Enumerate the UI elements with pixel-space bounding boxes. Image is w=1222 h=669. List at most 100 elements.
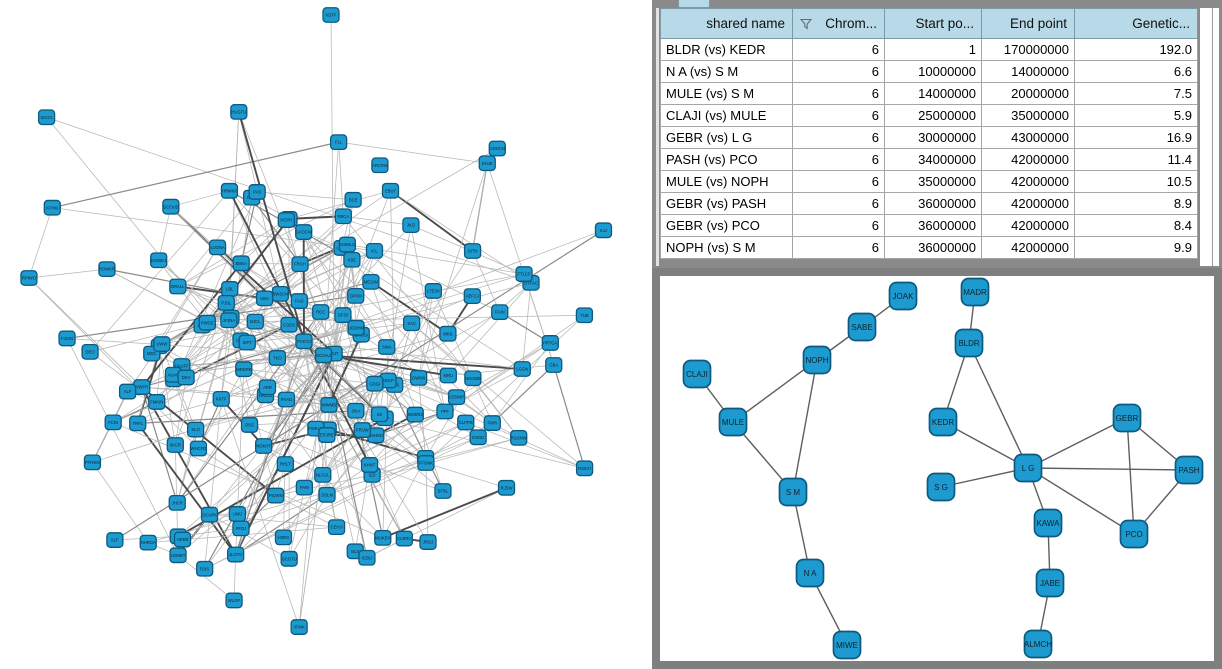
network-node[interactable]: KFHKI: [43, 199, 61, 216]
table-cell[interactable]: BLDR (vs) KEDR: [660, 38, 793, 61]
subnetwork-node-kawa[interactable]: KAWA: [1033, 508, 1063, 538]
network-node[interactable]: UJONA: [208, 239, 227, 256]
network-node[interactable]: PRTGA: [541, 335, 559, 351]
network-node[interactable]: PAS: [248, 184, 266, 200]
table-cell[interactable]: 6: [792, 192, 885, 215]
network-node[interactable]: TKO: [268, 350, 287, 366]
table-row[interactable]: NOPH (vs) S M 6 36000000 42000000 9.9: [660, 236, 1198, 259]
network-node[interactable]: MRU: [439, 367, 457, 384]
network-node[interactable]: GITN: [463, 243, 482, 259]
table-cell[interactable]: PASH (vs) PCO: [660, 148, 793, 171]
network-node[interactable]: ROWKR: [98, 261, 116, 278]
network-node[interactable]: GDGI: [366, 375, 384, 392]
network-node[interactable]: DCOAJ: [314, 347, 333, 364]
table-row[interactable]: MULE (vs) NOPH 6 35000000 42000000 10.5: [660, 170, 1198, 193]
network-node[interactable]: RJSW: [497, 479, 516, 496]
table-cell[interactable]: 7.5: [1074, 82, 1198, 105]
network-node[interactable]: ARCRW: [371, 157, 389, 174]
network-node[interactable]: PAW: [295, 479, 314, 496]
table-cell[interactable]: NOPH (vs) S M: [660, 236, 793, 259]
network-node[interactable]: BRALL: [169, 278, 187, 295]
table-cell[interactable]: 6: [792, 236, 885, 259]
network-node[interactable]: RBCA: [334, 208, 352, 225]
table-cell[interactable]: N A (vs) S M: [660, 60, 793, 83]
table-cell[interactable]: CLAJI (vs) MULE: [660, 104, 793, 127]
funnel-icon[interactable]: [800, 18, 812, 30]
table-cell[interactable]: 35000000: [884, 170, 982, 193]
network-node[interactable]: ARR: [258, 379, 277, 396]
network-node[interactable]: UWJ: [228, 506, 247, 522]
network-node[interactable]: SWA: [378, 339, 396, 355]
network-node[interactable]: CLPPB: [457, 414, 475, 431]
network-node[interactable]: KKTF: [212, 390, 230, 407]
network-node[interactable]: OCUPK: [200, 506, 219, 523]
column-header-chrom---[interactable]: Chrom...: [792, 8, 885, 39]
network-node[interactable]: ICBU: [358, 549, 376, 566]
table-cell[interactable]: 36000000: [884, 236, 982, 259]
subnetwork-node-claji[interactable]: CLAJI: [682, 359, 712, 389]
table-cell[interactable]: 16.9: [1074, 126, 1198, 149]
network-node[interactable]: HRWKF: [220, 182, 239, 199]
table-cell[interactable]: 30000000: [884, 126, 982, 149]
network-node[interactable]: JFWK: [290, 619, 308, 635]
network-node[interactable]: BTBL: [434, 483, 452, 499]
table-cell[interactable]: 192.0: [1074, 38, 1198, 61]
network-node[interactable]: UBA: [255, 290, 274, 307]
network-node[interactable]: FCIN: [104, 414, 122, 431]
network-node[interactable]: KOGD: [469, 429, 487, 446]
table-cell[interactable]: 42000000: [981, 214, 1075, 237]
network-node[interactable]: WLGP: [225, 592, 243, 609]
network-node[interactable]: FMKIN: [148, 394, 166, 410]
network-node[interactable]: PFF: [436, 403, 454, 420]
network-node[interactable]: DEO: [81, 343, 99, 360]
network-node[interactable]: MHDRJ: [406, 406, 424, 423]
column-header-start-po---[interactable]: Start po...: [884, 8, 982, 39]
network-node[interactable]: PHAD: [277, 391, 296, 408]
network-node[interactable]: TRFL: [129, 415, 147, 432]
subnetwork-node-joak[interactable]: JOAK: [888, 281, 918, 311]
table-cell[interactable]: 6.6: [1074, 60, 1198, 83]
network-node[interactable]: NHRDA: [139, 534, 157, 551]
network-node[interactable]: FCKOJ: [295, 333, 313, 350]
network-node[interactable]: CEHJI: [327, 519, 346, 536]
network-node[interactable]: WHCFD: [189, 440, 208, 457]
network-node[interactable]: ERJRE: [318, 427, 336, 443]
table-cell[interactable]: 43000000: [981, 126, 1075, 149]
subnetwork-node-jabe[interactable]: JABE: [1035, 568, 1065, 598]
table-cell[interactable]: 8.9: [1074, 192, 1198, 215]
network-node[interactable]: RSICH: [575, 460, 594, 477]
network-node[interactable]: KDTF: [322, 7, 340, 23]
network-node[interactable]: WWMB: [320, 397, 338, 413]
network-node[interactable]: DWIMI: [409, 369, 428, 386]
table-cell[interactable]: 25000000: [884, 104, 982, 127]
table-cell[interactable]: 8.4: [1074, 214, 1198, 237]
network-node[interactable]: OSG: [240, 417, 259, 433]
network-node[interactable]: FWR: [483, 415, 501, 431]
table-cell[interactable]: 42000000: [981, 192, 1075, 215]
table-row[interactable]: MULE (vs) S M 6 14000000 20000000 7.5: [660, 82, 1198, 105]
network-node[interactable]: NLCCL: [314, 466, 332, 483]
network-node[interactable]: UONET: [169, 547, 187, 564]
edge-attribute-table[interactable]: shared name Chrom... Start po... End point G…: [660, 8, 1198, 259]
network-node[interactable]: RHLT: [276, 456, 295, 472]
network-node[interactable]: JKO: [402, 217, 420, 234]
table-cell[interactable]: GEBR (vs) PASH: [660, 192, 793, 215]
network-node[interactable]: PTHWS: [83, 454, 102, 471]
subnetwork-node-n-a[interactable]: N A: [795, 558, 825, 588]
main-network-canvas[interactable]: SAC PFDJ HRWKF GFOI OPFM WLGP MRDPB BRALL MRU TIJ…: [0, 0, 652, 669]
table-cell[interactable]: 36000000: [884, 192, 982, 215]
subnetwork-node-s-m[interactable]: S M: [778, 477, 808, 507]
table-cell[interactable]: 35000000: [981, 104, 1075, 127]
table-row[interactable]: GEBR (vs) PCO 6 36000000 42000000 8.4: [660, 214, 1198, 237]
table-cell[interactable]: GEBR (vs) PCO: [660, 214, 793, 237]
network-node[interactable]: SAC: [403, 315, 421, 332]
table-row[interactable]: BLDR (vs) KEDR 6 1 170000000 192.0: [660, 38, 1198, 61]
network-node[interactable]: IIKCR: [166, 437, 184, 453]
network-node[interactable]: FFGNK: [417, 455, 435, 471]
table-cell[interactable]: 14000000: [884, 82, 982, 105]
network-node[interactable]: JLOTO: [227, 546, 245, 563]
network-node[interactable]: EOWEJ: [150, 252, 168, 269]
network-node[interactable]: JHCR: [168, 494, 186, 511]
network-node[interactable]: KLO: [187, 421, 205, 438]
table-cell[interactable]: 42000000: [981, 236, 1075, 259]
